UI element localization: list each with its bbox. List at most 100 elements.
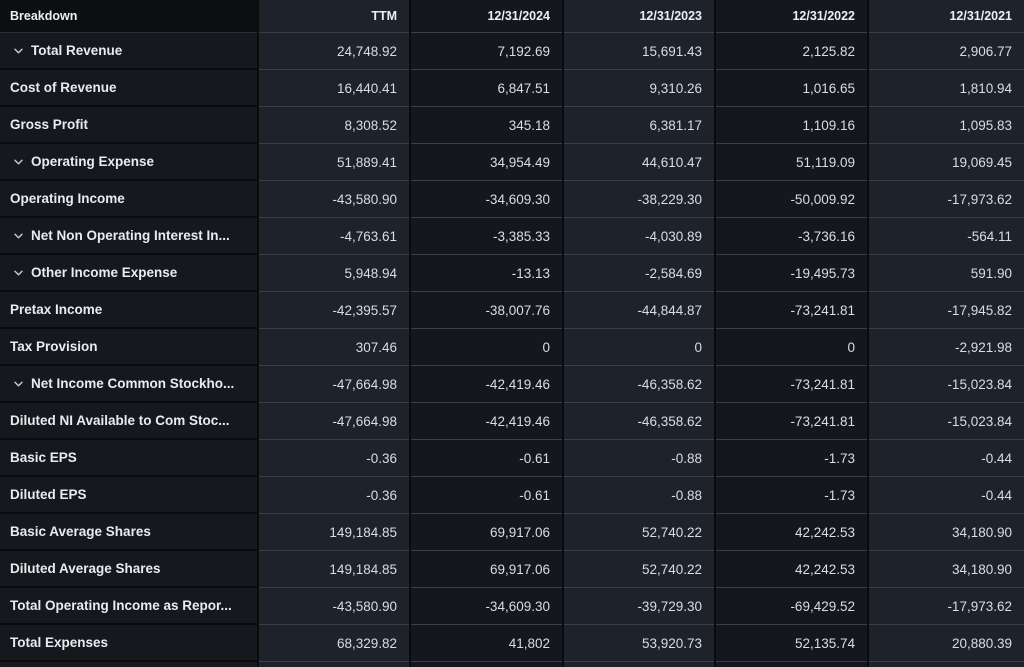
value-cell: 591.90 xyxy=(869,255,1024,292)
value-cell: 41,802 xyxy=(411,625,562,662)
value-cell: 52,740.22 xyxy=(564,514,714,551)
value-cell: -17,973.62 xyxy=(869,588,1024,625)
row-label-cell[interactable]: Net Non Operating Interest In... xyxy=(0,218,257,255)
row-label: Net Non Operating Interest In... xyxy=(31,228,230,243)
row-label-cell: Pretax Income xyxy=(0,292,257,329)
value-cell: -42,419.46 xyxy=(411,403,562,440)
value-cell: 20,880.39 xyxy=(869,625,1024,662)
value-cell: -4,030.89 xyxy=(564,218,714,255)
value-cell: 5,948.94 xyxy=(259,255,409,292)
row-label: Total Operating Income as Repor... xyxy=(10,598,232,613)
chevron-down-icon[interactable] xyxy=(13,159,24,165)
value-cell: -3,736.16 xyxy=(716,218,867,255)
row-label: Basic Average Shares xyxy=(10,524,151,539)
partial-row-cell xyxy=(716,662,867,667)
value-cell: -42,419.46 xyxy=(411,366,562,403)
header-column-2023: 12/31/2023 xyxy=(564,0,714,33)
row-label-cell: Total Expenses xyxy=(0,625,257,662)
value-cell: -564.11 xyxy=(869,218,1024,255)
value-cell: -73,241.81 xyxy=(716,366,867,403)
value-cell: -0.88 xyxy=(564,477,714,514)
value-cell: 149,184.85 xyxy=(259,514,409,551)
row-label: Pretax Income xyxy=(10,302,103,317)
value-cell: 6,847.51 xyxy=(411,70,562,107)
value-cell: -73,241.81 xyxy=(716,403,867,440)
chevron-down-icon[interactable] xyxy=(13,270,24,276)
value-cell: 34,180.90 xyxy=(869,514,1024,551)
value-cell: -13.13 xyxy=(411,255,562,292)
row-label-cell[interactable]: Other Income Expense xyxy=(0,255,257,292)
value-cell: -2,921.98 xyxy=(869,329,1024,366)
row-label-cell: Tax Provision xyxy=(0,329,257,366)
row-label: Diluted EPS xyxy=(10,487,87,502)
row-label-cell: Diluted NI Available to Com Stoc... xyxy=(0,403,257,440)
row-label-cell: Basic EPS xyxy=(0,440,257,477)
row-label: Gross Profit xyxy=(10,117,89,132)
value-cell: 1,016.65 xyxy=(716,70,867,107)
value-cell: 51,119.09 xyxy=(716,144,867,181)
chevron-down-icon[interactable] xyxy=(13,233,24,239)
row-label-cell[interactable]: Total Revenue xyxy=(0,33,257,70)
value-cell: -0.61 xyxy=(411,440,562,477)
value-cell: 34,954.49 xyxy=(411,144,562,181)
value-cell: -1.73 xyxy=(716,477,867,514)
row-label-cell: Cost of Revenue xyxy=(0,70,257,107)
header-column-2024: 12/31/2024 xyxy=(411,0,562,33)
value-cell: -4,763.61 xyxy=(259,218,409,255)
value-cell: -1.73 xyxy=(716,440,867,477)
value-cell: 0 xyxy=(564,329,714,366)
value-cell: -47,664.98 xyxy=(259,366,409,403)
value-cell: 68,329.82 xyxy=(259,625,409,662)
value-cell: 2,906.77 xyxy=(869,33,1024,70)
value-cell: -17,973.62 xyxy=(869,181,1024,218)
row-label: Diluted Average Shares xyxy=(10,561,161,576)
value-cell: 1,095.83 xyxy=(869,107,1024,144)
value-cell: -0.88 xyxy=(564,440,714,477)
value-cell: 1,810.94 xyxy=(869,70,1024,107)
value-cell: 42,242.53 xyxy=(716,551,867,588)
value-cell: -47,664.98 xyxy=(259,403,409,440)
row-label-cell: Diluted Average Shares xyxy=(0,551,257,588)
partial-row-cell xyxy=(259,662,409,667)
value-cell: -0.61 xyxy=(411,477,562,514)
value-cell: -44,844.87 xyxy=(564,292,714,329)
value-cell: 0 xyxy=(411,329,562,366)
value-cell: 0 xyxy=(716,329,867,366)
value-cell: 307.46 xyxy=(259,329,409,366)
value-cell: -50,009.92 xyxy=(716,181,867,218)
value-cell: 9,310.26 xyxy=(564,70,714,107)
row-label-cell: Basic Average Shares xyxy=(0,514,257,551)
partial-row-cell xyxy=(411,662,562,667)
header-column-2021: 12/31/2021 xyxy=(869,0,1024,33)
value-cell: -2,584.69 xyxy=(564,255,714,292)
value-cell: 34,180.90 xyxy=(869,551,1024,588)
value-cell: 53,920.73 xyxy=(564,625,714,662)
row-label: Operating Expense xyxy=(31,154,155,169)
value-cell: 345.18 xyxy=(411,107,562,144)
chevron-down-icon[interactable] xyxy=(13,381,24,387)
value-cell: -19,495.73 xyxy=(716,255,867,292)
row-label: Other Income Expense xyxy=(31,265,178,280)
row-label-cell[interactable]: Operating Expense xyxy=(0,144,257,181)
value-cell: -34,609.30 xyxy=(411,181,562,218)
value-cell: 51,889.41 xyxy=(259,144,409,181)
value-cell: -0.36 xyxy=(259,440,409,477)
row-label-cell[interactable]: Net Income Common Stockho... xyxy=(0,366,257,403)
partial-row-cell xyxy=(869,662,1024,667)
value-cell: -42,395.57 xyxy=(259,292,409,329)
value-cell: 69,917.06 xyxy=(411,551,562,588)
value-cell: -39,729.30 xyxy=(564,588,714,625)
row-label: Operating Income xyxy=(10,191,125,206)
row-label: Net Income Common Stockho... xyxy=(31,376,235,391)
chevron-down-icon[interactable] xyxy=(13,48,24,54)
value-cell: -46,358.62 xyxy=(564,366,714,403)
value-cell: -0.44 xyxy=(869,477,1024,514)
value-cell: -0.44 xyxy=(869,440,1024,477)
value-cell: -15,023.84 xyxy=(869,366,1024,403)
value-cell: 7,192.69 xyxy=(411,33,562,70)
row-label: Diluted NI Available to Com Stoc... xyxy=(10,413,230,428)
partial-row-cell xyxy=(0,662,257,667)
value-cell: 42,242.53 xyxy=(716,514,867,551)
value-cell: 8,308.52 xyxy=(259,107,409,144)
